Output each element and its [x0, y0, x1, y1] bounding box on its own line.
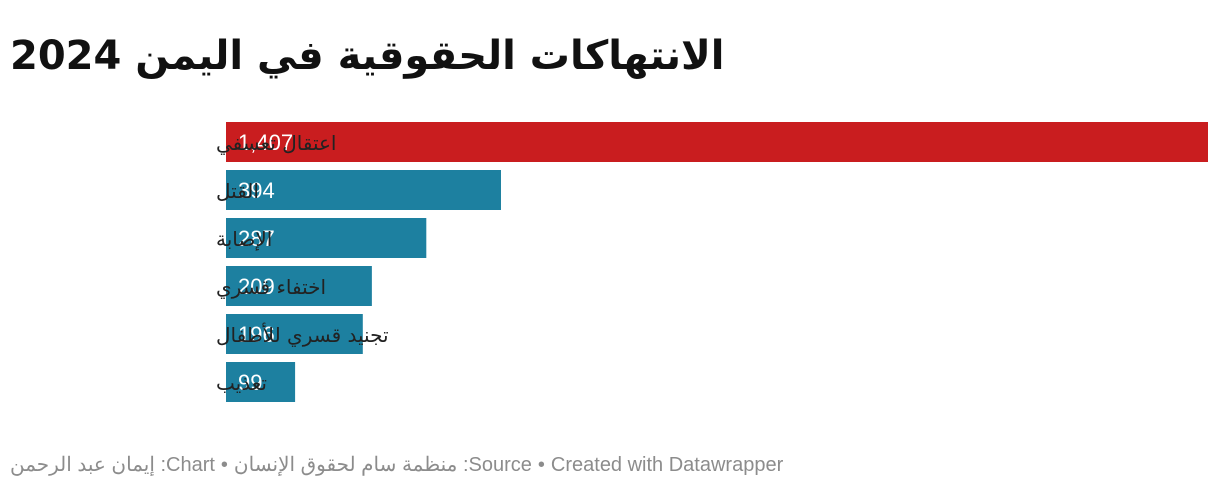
chart-title: الانتهاكات الحقوقية في اليمن 2024 [10, 33, 725, 79]
bar [226, 170, 501, 210]
chart-footer: Chart: إيمان عبد الرحمن • Source: منظمة سا… [10, 452, 783, 478]
bar-value-label: 1,407 [238, 130, 293, 155]
bar-value-label: 394 [238, 178, 275, 203]
category-label: اختفاء قسري [216, 275, 326, 300]
bar [226, 362, 296, 402]
bar-value-label: 196 [238, 322, 275, 347]
bar-value-label: 287 [238, 226, 275, 251]
bar [226, 218, 427, 258]
category-label: تجنيد قسري للأطفال [216, 323, 389, 348]
chart-credit: Chart: إيمان عبد الرحمن [10, 454, 215, 476]
bar [226, 266, 372, 306]
bar [226, 314, 363, 354]
created-with-link[interactable]: Created with Datawrapper [550, 454, 784, 476]
category-label: القتل [216, 179, 259, 203]
bar [226, 122, 1208, 162]
bar-value-label: 99 [238, 370, 262, 395]
category-label: تعذيب [216, 371, 267, 395]
footer-separator: • [220, 454, 228, 476]
source-note: Source: منظمة سام لحقوق الإنسان [233, 454, 532, 476]
category-label: الإصابة [216, 227, 272, 251]
category-label: اعتقال تعسفي [216, 131, 336, 156]
footer-separator: • [537, 454, 545, 476]
bar-value-label: 209 [238, 274, 275, 299]
